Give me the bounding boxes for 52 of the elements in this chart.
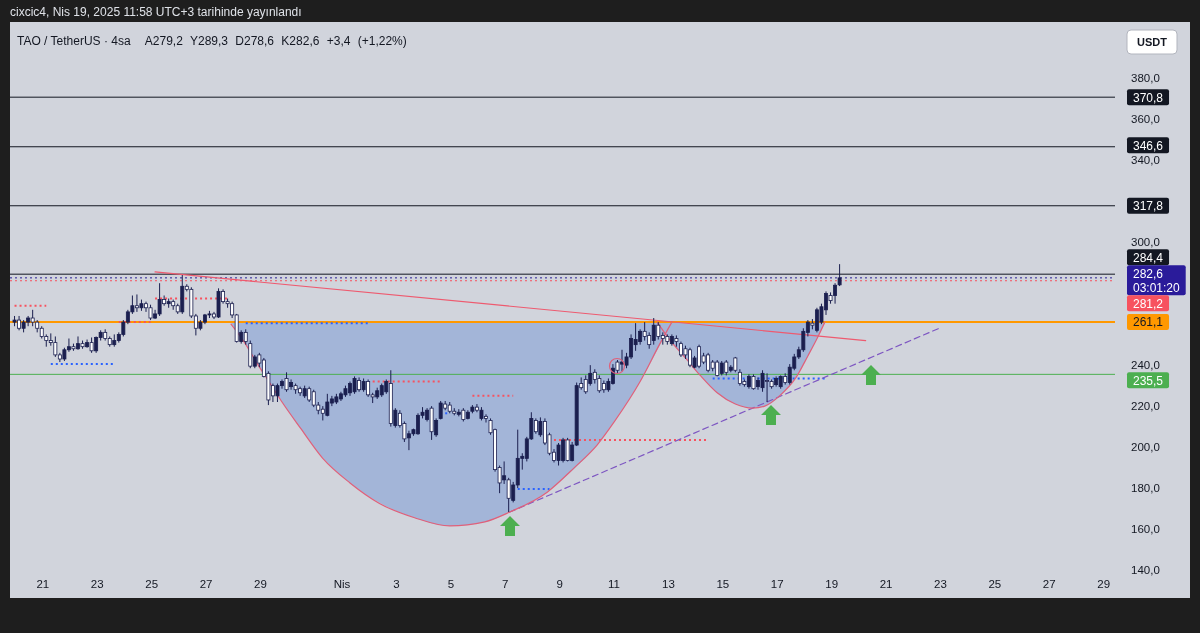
y-tick-label: 360,0 bbox=[1131, 113, 1160, 126]
ref-line-label: 282,6 03:01:20 bbox=[1133, 266, 1181, 295]
candlestick bbox=[248, 340, 253, 369]
y-tick-label: 380,0 bbox=[1131, 72, 1160, 85]
y-tick-label: 240,0 bbox=[1131, 359, 1160, 372]
candlestick bbox=[642, 321, 647, 342]
text: cixcic4, Nis 19, 2025 11:58 UTC+3 tarihinde yayınlandı bbox=[10, 5, 302, 19]
ref-line-label: 261,1 bbox=[1133, 315, 1164, 330]
x-tick-label: 17 bbox=[770, 578, 784, 590]
x-tick-label: 11 bbox=[608, 578, 621, 590]
x-tick-label: 25 bbox=[145, 578, 159, 590]
x-tick-label: 3 bbox=[393, 578, 400, 590]
text: TAO / TetherUS · 4sa bbox=[17, 34, 131, 48]
candlestick bbox=[583, 374, 588, 395]
ref-line-label: 370,8 bbox=[1133, 90, 1164, 105]
candlestick bbox=[284, 371, 289, 393]
candlestick bbox=[556, 442, 561, 467]
candlestick bbox=[275, 383, 280, 403]
x-tick-label: 19 bbox=[825, 578, 839, 590]
ref-line-label: 281,2 bbox=[1133, 296, 1164, 311]
ref-line-label: 317,8 bbox=[1133, 199, 1164, 214]
y-tick-label: 140,0 bbox=[1131, 564, 1160, 576]
y-axis-title: USDT bbox=[1137, 36, 1168, 48]
x-tick-label: 27 bbox=[199, 578, 213, 590]
candlestick bbox=[157, 282, 162, 317]
x-tick-label: 29 bbox=[254, 578, 267, 590]
x-tick-label: 5 bbox=[447, 578, 455, 590]
y-tick-label: 220,0 bbox=[1131, 400, 1160, 413]
y-tick-label: 340,0 bbox=[1131, 154, 1160, 167]
x-tick-label: 13 bbox=[662, 578, 675, 590]
x-tick-label: 21 bbox=[36, 578, 50, 590]
y-tick-label: 160,0 bbox=[1131, 523, 1160, 536]
x-tick-label: 15 bbox=[716, 578, 730, 590]
y-tick-label: 180,0 bbox=[1131, 482, 1160, 495]
candlestick bbox=[429, 405, 434, 441]
ref-line-label: 346,6 bbox=[1133, 138, 1164, 153]
x-tick-label: 21 bbox=[879, 578, 893, 590]
y-tick-label: 300,0 bbox=[1131, 236, 1160, 249]
text: A279,2 Y289,3 D278,6 K282,6 +3,4 (+1,22%) bbox=[144, 34, 407, 48]
x-tick-label: 23 bbox=[90, 578, 104, 590]
x-tick-label: 7 bbox=[502, 578, 509, 590]
x-tick-label: 9 bbox=[556, 578, 563, 590]
x-tick-label: 25 bbox=[988, 578, 1002, 590]
y-tick-label: 200,0 bbox=[1131, 441, 1160, 454]
ref-line-label: 235,5 bbox=[1133, 373, 1164, 388]
x-tick-label: 27 bbox=[1042, 578, 1056, 590]
ref-line-label: 284,4 bbox=[1133, 250, 1164, 265]
x-tick-label: 23 bbox=[934, 578, 947, 590]
candlestick bbox=[53, 335, 58, 358]
x-tick-label: Nis bbox=[333, 578, 351, 590]
candlestick bbox=[651, 317, 656, 346]
x-tick-label: 29 bbox=[1097, 578, 1111, 590]
